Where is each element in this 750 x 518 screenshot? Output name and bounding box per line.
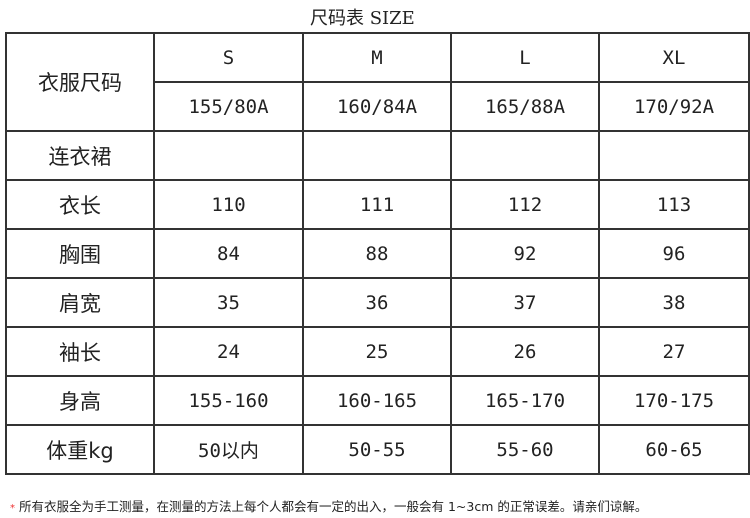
- row-label: 袖长: [5, 326, 155, 377]
- table-row: 袖长 24 25 26 27: [5, 326, 750, 377]
- footnote-text: 所有衣服全为手工测量，在测量的方法上每个人都会有一定的出入，一般会有 1~3cm…: [19, 499, 648, 514]
- size-s: S: [153, 32, 304, 83]
- table-row: 胸围 84 88 92 96: [5, 228, 750, 279]
- table-cell: 160-165: [302, 375, 452, 426]
- table-row: 身高 155-160 160-165 165-170 170-175: [5, 375, 750, 426]
- table-cell: 113: [598, 179, 750, 230]
- row-label: 胸围: [5, 228, 155, 279]
- size-m: M: [302, 32, 452, 83]
- table-cell: 27: [598, 326, 750, 377]
- table-cell: 60-65: [598, 424, 750, 475]
- row-label: 衣长: [5, 179, 155, 230]
- table-cell: 25: [302, 326, 452, 377]
- table-cell: 84: [153, 228, 304, 279]
- table-row: 连衣裙: [5, 130, 750, 181]
- table-row: 肩宽 35 36 37 38: [5, 277, 750, 328]
- table-cell: 50以内: [153, 424, 304, 475]
- code-m: 160/84A: [302, 81, 452, 132]
- table-cell: 26: [450, 326, 600, 377]
- row-label: 体重kg: [5, 424, 155, 475]
- footnote: * 所有衣服全为手工测量，在测量的方法上每个人都会有一定的出入，一般会有 1~3c…: [10, 496, 647, 515]
- star-icon: *: [10, 503, 15, 514]
- table-cell: 96: [598, 228, 750, 279]
- table-cell: 37: [450, 277, 600, 328]
- table-cell: 111: [302, 179, 452, 230]
- code-xl: 170/92A: [598, 81, 750, 132]
- code-s: 155/80A: [153, 81, 304, 132]
- code-l: 165/88A: [450, 81, 600, 132]
- row-label: 肩宽: [5, 277, 155, 328]
- row-label: 身高: [5, 375, 155, 426]
- header-label: 衣服尺码: [5, 32, 155, 132]
- table-cell: [302, 130, 452, 181]
- size-code-row: 155/80A 160/84A 165/88A 170/92A: [6, 81, 750, 132]
- size-table: 衣服尺码 S M L XL 155/80A 160/84A 165/88A 17…: [5, 32, 750, 475]
- table-cell: 36: [302, 277, 452, 328]
- table-cell: 24: [153, 326, 304, 377]
- table-cell: [450, 130, 600, 181]
- table-row: 体重kg 50以内 50-55 55-60 60-65: [5, 424, 750, 475]
- table-cell: 92: [450, 228, 600, 279]
- size-header-row: 衣服尺码 S M L XL: [5, 32, 750, 132]
- table-cell: 170-175: [598, 375, 750, 426]
- table-cell: 35: [153, 277, 304, 328]
- table-cell: 88: [302, 228, 452, 279]
- table-cell: 155-160: [153, 375, 304, 426]
- chart-title: 尺码表 SIZE: [310, 8, 415, 29]
- table-cell: [598, 130, 750, 181]
- table-cell: 55-60: [450, 424, 600, 475]
- table-row: 衣长 110 111 112 113: [5, 179, 750, 230]
- table-cell: 38: [598, 277, 750, 328]
- table-cell: 110: [153, 179, 304, 230]
- size-l: L: [450, 32, 600, 83]
- table-cell: 112: [450, 179, 600, 230]
- row-label: 连衣裙: [5, 130, 155, 181]
- table-cell: [153, 130, 304, 181]
- table-cell: 165-170: [450, 375, 600, 426]
- table-cell: 50-55: [302, 424, 452, 475]
- size-xl: XL: [598, 32, 750, 83]
